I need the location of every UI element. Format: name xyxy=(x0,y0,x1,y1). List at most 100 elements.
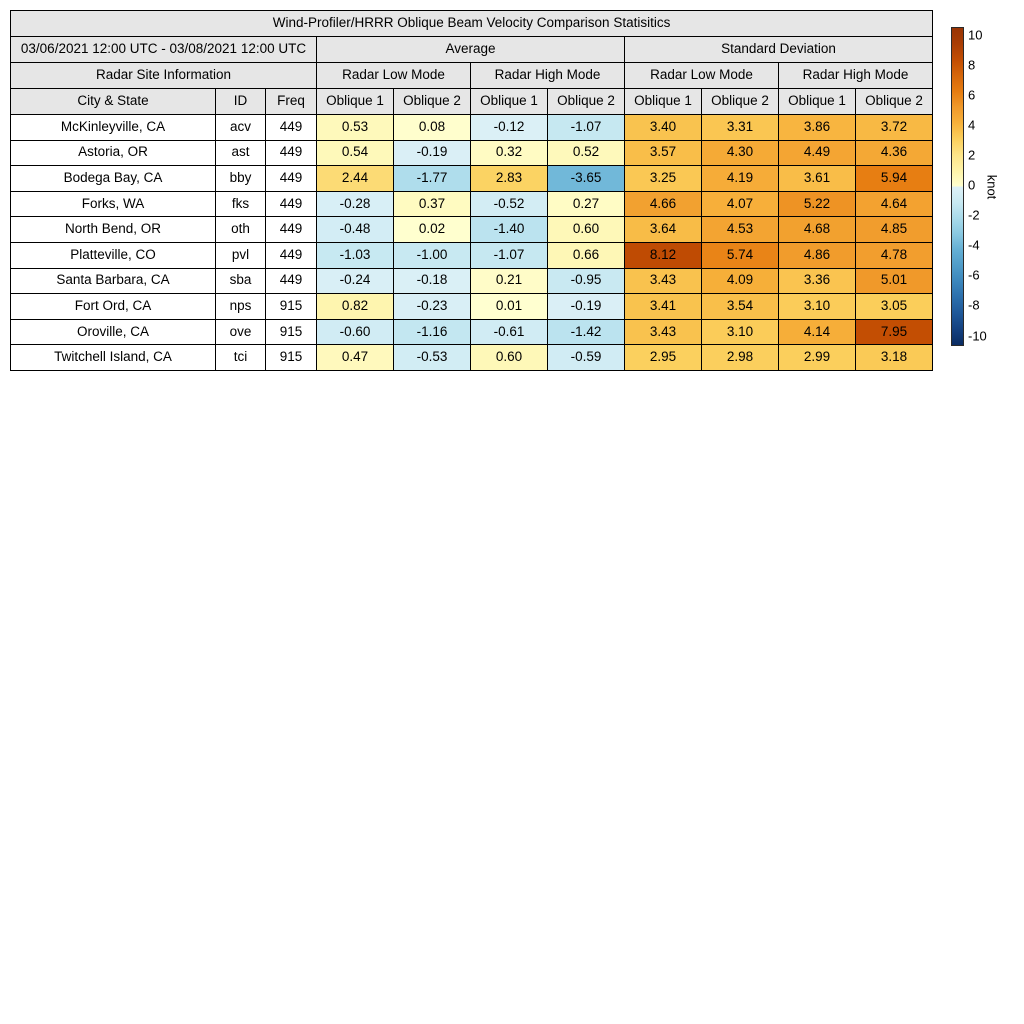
value-cell: 2.99 xyxy=(778,344,856,371)
freq-cell: 915 xyxy=(265,293,317,320)
value-cell: -0.12 xyxy=(470,114,548,141)
value-cell: 4.07 xyxy=(701,190,779,218)
value-cell: 4.86 xyxy=(778,241,856,269)
value-cell: -0.48 xyxy=(316,216,394,243)
table-title: Wind-Profiler/HRRR Oblique Beam Velocity… xyxy=(9,10,934,37)
freq-cell: 449 xyxy=(265,241,317,269)
value-cell: 0.08 xyxy=(393,114,471,141)
colorbar xyxy=(951,27,964,346)
colorbar-tick-label: -4 xyxy=(968,237,980,253)
value-cell: 3.36 xyxy=(778,267,856,295)
value-cell: 3.43 xyxy=(624,267,702,295)
site-id-cell: fks xyxy=(215,190,266,218)
table-row: North Bend, OR oth 449 -0.48 0.02 -1.40 0.60 3.… xyxy=(10,216,934,243)
site-id-cell: oth xyxy=(215,216,266,243)
col-header-city: City & State xyxy=(10,88,216,115)
value-cell: -1.00 xyxy=(393,241,471,269)
site-info-header: Radar Site Information xyxy=(10,62,317,89)
col-header-oblique2: Oblique 2 xyxy=(854,88,934,115)
value-cell: 0.60 xyxy=(547,216,625,243)
avg-low-mode-header: Radar Low Mode xyxy=(316,62,471,89)
table-body: McKinleyville, CA acv 449 0.53 0.08 -0.12 -1.0… xyxy=(10,114,934,371)
value-cell: 4.36 xyxy=(854,139,934,167)
city-cell: Bodega Bay, CA xyxy=(10,165,216,192)
value-cell: -0.95 xyxy=(547,267,625,295)
site-id-cell: ove xyxy=(215,318,266,346)
col-header-oblique1: Oblique 1 xyxy=(624,88,702,115)
value-cell: -1.16 xyxy=(393,318,471,346)
freq-cell: 915 xyxy=(265,344,317,371)
value-cell: 3.10 xyxy=(778,293,856,320)
table-row: Oroville, CA ove 915 -0.60 -1.16 -0.61 -1.42 3.… xyxy=(10,318,934,346)
site-id-cell: nps xyxy=(215,293,266,320)
city-cell: McKinleyville, CA xyxy=(10,114,216,141)
std-low-mode-header: Radar Low Mode xyxy=(624,62,779,89)
group-header-std-deviation: Standard Deviation xyxy=(623,36,934,63)
value-cell: -0.18 xyxy=(393,267,471,295)
freq-cell: 449 xyxy=(265,267,317,295)
value-cell: 2.95 xyxy=(624,344,702,371)
value-cell: 0.66 xyxy=(547,241,625,269)
std-high-mode-header: Radar High Mode xyxy=(777,62,934,89)
colorbar-tick-label: -6 xyxy=(968,267,980,283)
mode-header-row: Radar Site Information Radar Low Mode Ra… xyxy=(10,62,934,89)
col-header-oblique2: Oblique 2 xyxy=(701,88,779,115)
value-cell: 5.74 xyxy=(701,241,779,269)
col-header-freq: Freq xyxy=(265,88,317,115)
table-header: Wind-Profiler/HRRR Oblique Beam Velocity… xyxy=(9,10,934,115)
city-cell: Astoria, OR xyxy=(10,139,216,167)
table-row: Fort Ord, CA nps 915 0.82 -0.23 0.01 -0.19 3.41… xyxy=(10,293,934,320)
colorbar-tick-label: 6 xyxy=(968,87,976,103)
table-row: Twitchell Island, CA tci 915 0.47 -0.53 0.60-… xyxy=(10,344,934,371)
freq-cell: 915 xyxy=(265,318,317,346)
value-cell: -0.52 xyxy=(470,190,548,218)
group-header-average: Average xyxy=(316,36,625,63)
col-header-oblique1: Oblique 1 xyxy=(316,88,394,115)
city-cell: Fort Ord, CA xyxy=(10,293,216,320)
value-cell: 4.30 xyxy=(701,139,779,167)
value-cell: 5.94 xyxy=(854,165,934,192)
value-cell: 0.01 xyxy=(470,293,548,320)
value-cell: 0.02 xyxy=(393,216,471,243)
value-cell: -1.42 xyxy=(547,318,625,346)
value-cell: 3.25 xyxy=(624,165,702,192)
value-cell: 0.53 xyxy=(316,114,394,141)
site-id-cell: sba xyxy=(215,267,266,295)
value-cell: 0.32 xyxy=(470,139,548,167)
colorbar-tick-label: -2 xyxy=(968,207,980,223)
value-cell: 0.54 xyxy=(316,139,394,167)
value-cell: -1.40 xyxy=(470,216,548,243)
col-header-id: ID xyxy=(215,88,266,115)
value-cell: 7.95 xyxy=(854,318,934,346)
value-cell: 0.27 xyxy=(547,190,625,218)
freq-cell: 449 xyxy=(265,216,317,243)
value-cell: 4.19 xyxy=(701,165,779,192)
freq-cell: 449 xyxy=(265,165,317,192)
value-cell: -0.24 xyxy=(316,267,394,295)
value-cell: 4.68 xyxy=(778,216,856,243)
freq-cell: 449 xyxy=(265,190,317,218)
value-cell: -0.61 xyxy=(470,318,548,346)
colorbar-tick-label: 8 xyxy=(968,57,976,73)
colorbar-tick-label: -8 xyxy=(968,297,980,313)
colorbar-tick-label: 4 xyxy=(968,117,976,133)
freq-cell: 449 xyxy=(265,114,317,141)
value-cell: 8.12 xyxy=(624,241,702,269)
site-id-cell: pvl xyxy=(215,241,266,269)
value-cell: -0.19 xyxy=(547,293,625,320)
table-row: McKinleyville, CA acv 449 0.53 0.08 -0.12 -1.0… xyxy=(10,114,934,141)
value-cell: 0.21 xyxy=(470,267,548,295)
value-cell: -1.77 xyxy=(393,165,471,192)
site-id-cell: acv xyxy=(215,114,266,141)
city-cell: North Bend, OR xyxy=(10,216,216,243)
value-cell: 2.98 xyxy=(701,344,779,371)
stats-table: Wind-Profiler/HRRR Oblique Beam Velocity… xyxy=(9,10,934,371)
site-id-cell: ast xyxy=(215,139,266,167)
value-cell: 3.86 xyxy=(778,114,856,141)
value-cell: 4.49 xyxy=(778,139,856,167)
site-id-cell: tci xyxy=(215,344,266,371)
col-header-oblique2: Oblique 2 xyxy=(547,88,625,115)
col-header-oblique2: Oblique 2 xyxy=(393,88,471,115)
city-cell: Oroville, CA xyxy=(10,318,216,346)
col-header-oblique1: Oblique 1 xyxy=(470,88,548,115)
